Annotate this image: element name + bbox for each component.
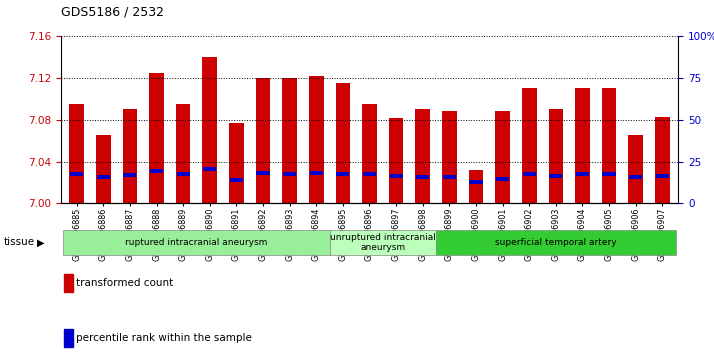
Text: GDS5186 / 2532: GDS5186 / 2532: [61, 5, 164, 19]
Bar: [576, 172, 589, 176]
Bar: [283, 172, 296, 176]
Text: transformed count: transformed count: [76, 278, 173, 288]
Bar: [336, 83, 350, 203]
Bar: [150, 169, 163, 173]
Bar: [628, 135, 643, 203]
Bar: [282, 78, 297, 203]
Bar: [655, 174, 669, 178]
Bar: [442, 111, 457, 203]
Bar: [522, 89, 536, 203]
Bar: [416, 175, 429, 179]
Text: unruptured intracranial
aneurysm: unruptured intracranial aneurysm: [330, 233, 436, 252]
Bar: [496, 177, 509, 182]
Bar: [176, 172, 190, 176]
Bar: [96, 135, 111, 203]
Bar: [96, 175, 110, 179]
Bar: [203, 167, 216, 171]
FancyBboxPatch shape: [436, 230, 675, 254]
Bar: [655, 117, 670, 203]
Bar: [149, 73, 164, 203]
Bar: [124, 173, 136, 177]
Bar: [230, 178, 243, 182]
Bar: [123, 109, 137, 203]
Bar: [602, 89, 616, 203]
Bar: [523, 172, 536, 176]
Bar: [496, 111, 510, 203]
Bar: [468, 170, 483, 203]
Bar: [362, 104, 377, 203]
Bar: [416, 109, 430, 203]
Bar: [256, 78, 271, 203]
Bar: [549, 174, 563, 178]
Bar: [69, 104, 84, 203]
Bar: [336, 172, 349, 176]
Text: superficial temporal artery: superficial temporal artery: [495, 238, 617, 247]
Bar: [256, 171, 270, 175]
Bar: [389, 118, 403, 203]
Bar: [629, 175, 643, 179]
Bar: [548, 109, 563, 203]
Bar: [363, 172, 376, 176]
Bar: [309, 76, 323, 203]
Bar: [443, 175, 456, 179]
Bar: [603, 172, 615, 176]
Bar: [203, 57, 217, 203]
Bar: [310, 171, 323, 175]
Bar: [176, 104, 191, 203]
Text: ▶: ▶: [37, 237, 45, 248]
Bar: [70, 172, 84, 176]
Bar: [229, 123, 243, 203]
FancyBboxPatch shape: [330, 230, 436, 254]
Text: ruptured intracranial aneurysm: ruptured intracranial aneurysm: [125, 238, 268, 247]
Text: tissue: tissue: [4, 237, 35, 248]
Bar: [469, 180, 483, 184]
Text: percentile rank within the sample: percentile rank within the sample: [76, 333, 251, 343]
Bar: [575, 89, 590, 203]
Bar: [390, 174, 403, 178]
FancyBboxPatch shape: [64, 230, 330, 254]
